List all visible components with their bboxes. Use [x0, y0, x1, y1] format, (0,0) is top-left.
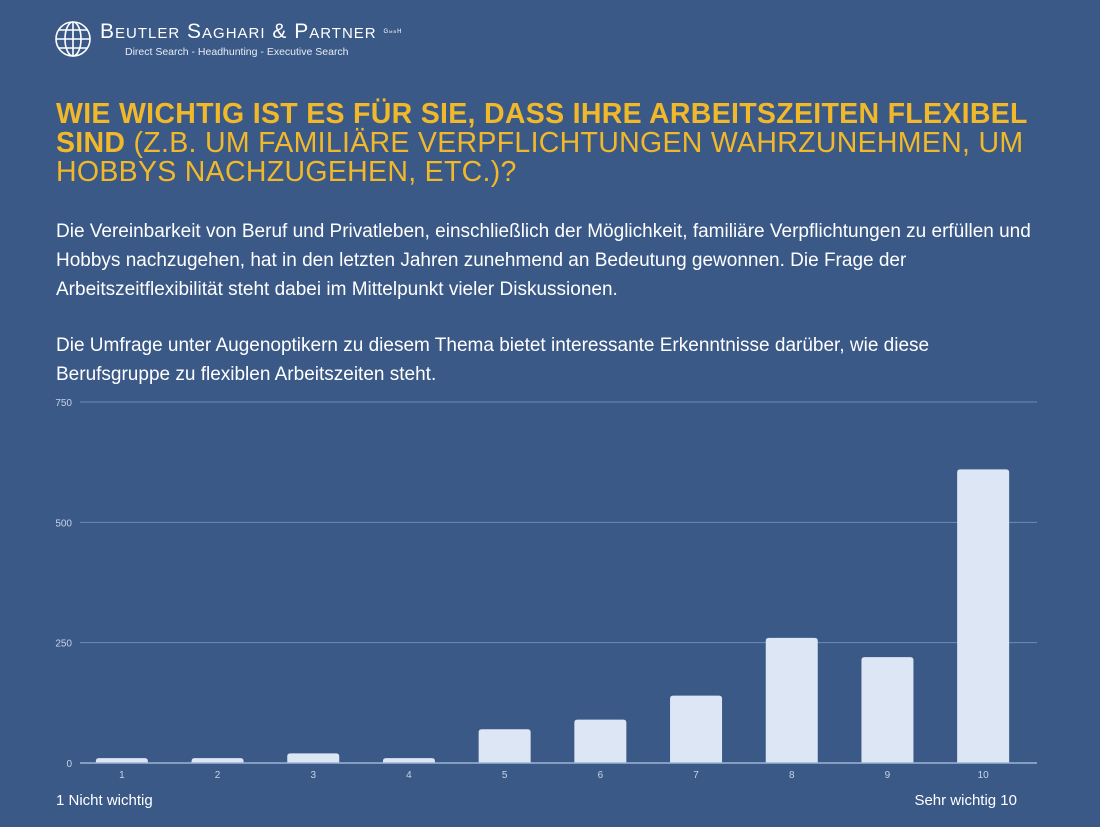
x-tick-label: 2	[215, 770, 221, 781]
globe-icon	[55, 21, 91, 57]
title-rest: (z.B. um familiäre Verpflichtungen wahrz…	[56, 127, 1024, 188]
bar	[478, 729, 531, 763]
x-tick-label: 6	[598, 770, 604, 781]
bar	[574, 719, 627, 763]
x-tick-label: 4	[406, 770, 412, 781]
x-tick-label: 10	[978, 770, 990, 781]
scale-high-label: Sehr wichtig 10	[914, 792, 1017, 809]
y-tick-label: 500	[55, 518, 72, 529]
y-tick-label: 750	[55, 398, 72, 409]
bar	[287, 753, 340, 763]
x-tick-label: 5	[502, 770, 508, 781]
y-tick-label: 250	[55, 639, 72, 650]
brand-tagline: Direct Search - Headhunting - Executive …	[125, 46, 349, 58]
x-tick-label: 8	[789, 770, 795, 781]
bar	[861, 657, 914, 763]
intro-paragraph: Die Vereinbarkeit von Beruf und Privatle…	[56, 221, 1031, 300]
logo: Beutler Saghari & Partner GmbH Direct Se…	[54, 20, 402, 58]
x-tick-label: 7	[693, 770, 699, 781]
bar	[765, 637, 818, 763]
bar-chart: 0 250 500 750 1 2 3 4 5 6 7 8 9 10	[55, 398, 1037, 781]
title-bold: Wie wichtig ist es für Sie, dass Ihre Ar…	[56, 98, 1028, 159]
scale-low-label: 1 Nicht wichtig	[56, 792, 153, 809]
brand-name: Beutler Saghari & Partner	[100, 20, 377, 43]
brand-gmbh: GmbH	[383, 29, 403, 35]
x-tick-label: 9	[885, 770, 891, 781]
survey-paragraph: Die Umfrage unter Augenoptikern zu diese…	[56, 335, 930, 385]
bar	[191, 758, 244, 763]
x-tick-label: 3	[310, 770, 316, 781]
page-title: Wie wichtig ist es für Sie, dass Ihre Ar…	[56, 100, 1056, 187]
bar	[95, 758, 148, 763]
bar	[957, 469, 1010, 763]
y-tick-label: 0	[66, 759, 72, 770]
bar	[382, 758, 435, 763]
x-tick-label: 1	[119, 770, 125, 781]
bar	[670, 695, 723, 763]
